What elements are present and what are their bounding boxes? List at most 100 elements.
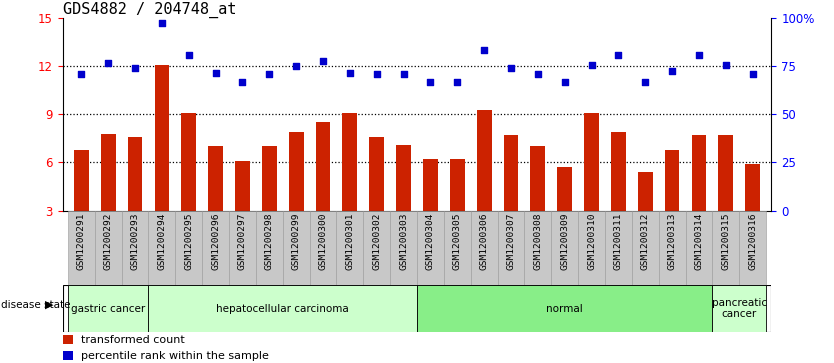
Point	[128, 65, 142, 71]
Text: GSM1200299: GSM1200299	[292, 213, 301, 270]
Point	[505, 65, 518, 71]
Bar	[718, 135, 733, 211]
Bar	[665, 150, 680, 211]
Bar	[122, 211, 148, 285]
Point	[397, 72, 410, 77]
Text: GDS4882 / 204748_at: GDS4882 / 204748_at	[63, 2, 236, 18]
Point	[692, 52, 706, 58]
Bar	[632, 211, 659, 285]
Point	[450, 79, 464, 85]
Text: ▶: ▶	[45, 300, 53, 310]
Text: GSM1200309: GSM1200309	[560, 213, 569, 270]
Text: GSM1200308: GSM1200308	[533, 213, 542, 270]
Text: GSM1200295: GSM1200295	[184, 213, 193, 270]
Text: GSM1200315: GSM1200315	[721, 213, 731, 270]
Bar	[148, 211, 175, 285]
Text: GSM1200294: GSM1200294	[158, 213, 167, 270]
Point	[477, 47, 490, 53]
Point	[558, 79, 571, 85]
Text: GSM1200311: GSM1200311	[614, 213, 623, 270]
Bar	[691, 135, 706, 211]
Bar	[712, 285, 766, 332]
Bar	[229, 211, 256, 285]
Point	[666, 68, 679, 74]
Point	[746, 72, 759, 77]
Text: GSM1200297: GSM1200297	[238, 213, 247, 270]
Point	[102, 60, 115, 66]
Text: GSM1200298: GSM1200298	[265, 213, 274, 270]
Text: GSM1200302: GSM1200302	[372, 213, 381, 270]
Point	[585, 62, 598, 68]
Bar	[148, 285, 417, 332]
Point	[263, 72, 276, 77]
Bar	[283, 211, 309, 285]
Bar	[63, 335, 73, 344]
Bar	[578, 211, 605, 285]
Bar	[584, 113, 599, 211]
Point	[344, 70, 357, 76]
Bar	[530, 146, 545, 211]
Text: GSM1200312: GSM1200312	[641, 213, 650, 270]
Bar	[525, 211, 551, 285]
Text: GSM1200300: GSM1200300	[319, 213, 328, 270]
Bar	[175, 211, 202, 285]
Bar	[739, 211, 766, 285]
Bar	[68, 285, 148, 332]
Bar	[154, 65, 169, 211]
Text: GSM1200304: GSM1200304	[426, 213, 435, 270]
Bar	[638, 172, 653, 211]
Point	[316, 58, 329, 64]
Bar	[235, 161, 250, 211]
Point	[182, 52, 195, 58]
Bar	[390, 211, 417, 285]
Text: GSM1200301: GSM1200301	[345, 213, 354, 270]
Bar	[364, 211, 390, 285]
Bar	[712, 211, 739, 285]
Point	[719, 62, 732, 68]
Bar	[74, 150, 88, 211]
Text: transformed count: transformed count	[81, 335, 185, 344]
Text: GSM1200303: GSM1200303	[399, 213, 408, 270]
Point	[424, 79, 437, 85]
Bar	[68, 211, 95, 285]
Bar	[498, 211, 525, 285]
Bar	[477, 110, 491, 211]
Bar	[423, 159, 438, 211]
Point	[639, 79, 652, 85]
Bar	[746, 164, 760, 211]
Bar	[63, 351, 73, 360]
Text: GSM1200314: GSM1200314	[695, 213, 703, 270]
Bar	[181, 113, 196, 211]
Bar	[208, 146, 223, 211]
Text: GSM1200306: GSM1200306	[480, 213, 489, 270]
Text: GSM1200293: GSM1200293	[131, 213, 139, 270]
Bar	[470, 211, 498, 285]
Point	[289, 64, 303, 69]
Bar	[551, 211, 578, 285]
Bar	[343, 113, 357, 211]
Bar	[202, 211, 229, 285]
Bar	[369, 137, 384, 211]
Text: GSM1200307: GSM1200307	[506, 213, 515, 270]
Bar	[605, 211, 632, 285]
Bar	[315, 122, 330, 211]
Bar	[686, 211, 712, 285]
Bar	[336, 211, 364, 285]
Text: GSM1200313: GSM1200313	[667, 213, 676, 270]
Bar	[309, 211, 336, 285]
Point	[155, 20, 168, 26]
Text: GSM1200316: GSM1200316	[748, 213, 757, 270]
Point	[209, 70, 223, 76]
Bar	[557, 167, 572, 211]
Point	[75, 72, 88, 77]
Point	[236, 79, 249, 85]
Point	[531, 72, 545, 77]
Bar	[417, 211, 444, 285]
Text: GSM1200291: GSM1200291	[77, 213, 86, 270]
Bar	[289, 132, 304, 211]
Bar	[101, 134, 116, 211]
Text: pancreatic
cancer: pancreatic cancer	[711, 298, 766, 319]
Bar	[396, 145, 411, 211]
Point	[611, 52, 625, 58]
Bar	[444, 211, 470, 285]
